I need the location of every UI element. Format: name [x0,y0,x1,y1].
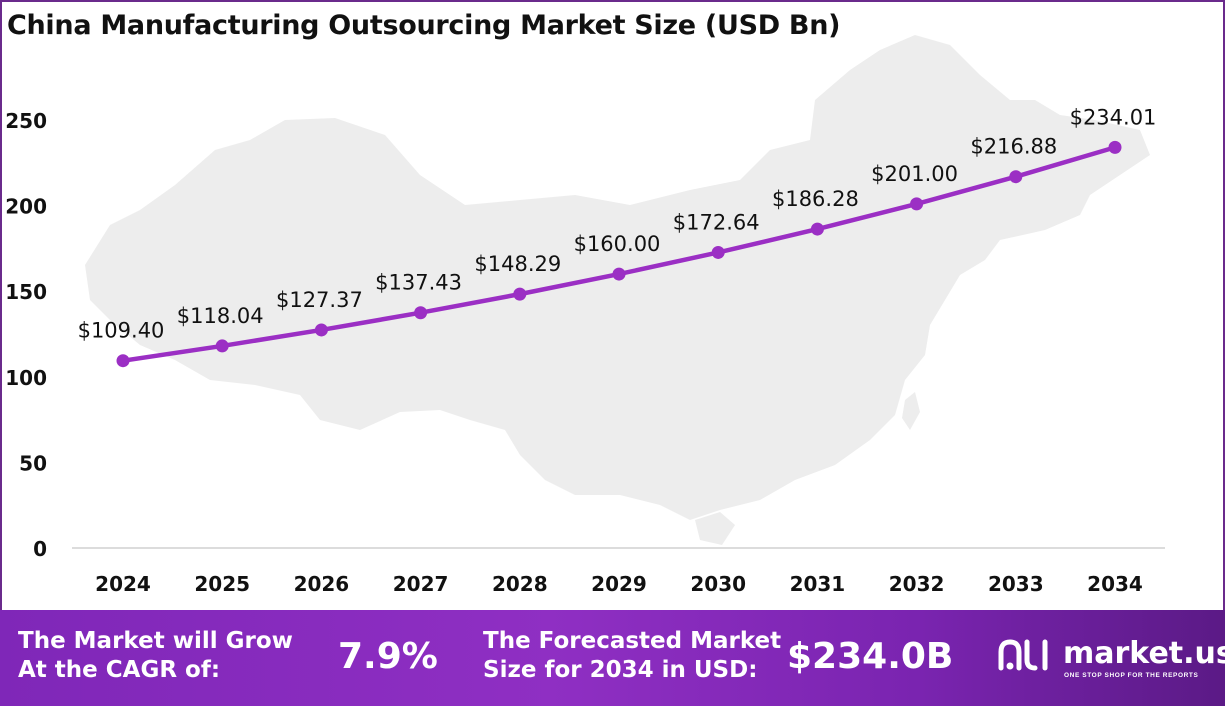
data-label: $160.00 [574,232,661,256]
data-label: $109.40 [78,319,165,343]
x-tick-label: 2028 [492,572,548,596]
data-point [711,245,725,259]
chart-title: China Manufacturing Outsourcing Market S… [7,10,841,41]
data-label: $201.00 [871,162,958,186]
forecast-label: The Forecasted Market Size for 2034 in U… [483,627,781,685]
data-point [414,306,428,320]
data-point [513,287,527,301]
hainan-island-silhouette [695,512,735,545]
cagr-label: The Market will Grow At the CAGR of: [18,627,293,685]
x-tick-label: 2029 [591,572,647,596]
data-point [215,339,229,353]
x-tick-label: 2034 [1087,572,1143,596]
y-tick-labels: 0 50 100 150 200 250 [5,109,47,561]
x-tick-label: 2026 [294,572,350,596]
cagr-value: 7.9% [338,636,438,677]
x-tick-label: 2031 [790,572,846,596]
x-tick-label: 2030 [690,572,746,596]
y-tick-label: 200 [5,195,47,219]
y-tick-label: 0 [33,537,47,561]
x-tick-label: 2024 [95,572,151,596]
data-label: $216.88 [970,135,1057,159]
data-label: $127.37 [276,288,363,312]
cagr-label-line1: The Market will Grow [18,628,293,654]
x-tick-label: 2025 [194,572,250,596]
cagr-label-line2: At the CAGR of: [18,657,221,683]
data-label: $186.28 [772,187,859,211]
summary-banner: The Market will Grow At the CAGR of: 7.9… [0,610,1225,706]
y-tick-label: 50 [19,451,47,475]
y-tick-label: 250 [5,109,47,133]
taiwan-island-silhouette [902,392,920,430]
data-point [612,267,626,281]
data-point [1009,170,1023,184]
y-tick-label: 100 [5,366,47,390]
forecast-label-line1: The Forecasted Market [483,628,782,654]
forecast-value: $234.0B [787,636,954,677]
forecast-label-line2: Size for 2034 in USD: [483,657,758,683]
data-label: $148.29 [474,252,561,276]
market-us-logo-icon [998,639,1048,671]
data-label: $172.64 [673,210,760,234]
data-point [1108,140,1122,154]
brand-tagline: ONE STOP SHOP FOR THE REPORTS [1064,672,1199,679]
data-label: $137.43 [375,271,462,295]
data-point [314,323,328,337]
data-point [116,354,130,368]
x-tick-label: 2027 [393,572,449,596]
data-labels: $109.40 $118.04 $127.37 $137.43 $148.29 $160.… [78,105,1157,342]
line-chart: 0 50 100 150 200 250 2024 2025 2026 2027 2028 2029… [5,35,1165,596]
data-points [116,140,1122,368]
data-point [910,197,924,211]
data-label: $234.01 [1070,105,1157,129]
y-tick-label: 150 [5,280,47,304]
data-point [810,222,824,236]
brand-name: market.us [1063,636,1225,671]
x-tick-label: 2033 [988,572,1044,596]
x-tick-label: 2032 [889,572,945,596]
data-label: $118.04 [177,304,264,328]
x-tick-labels: 2024 2025 2026 2027 2028 2029 2030 2031 2032 2033… [95,572,1143,596]
